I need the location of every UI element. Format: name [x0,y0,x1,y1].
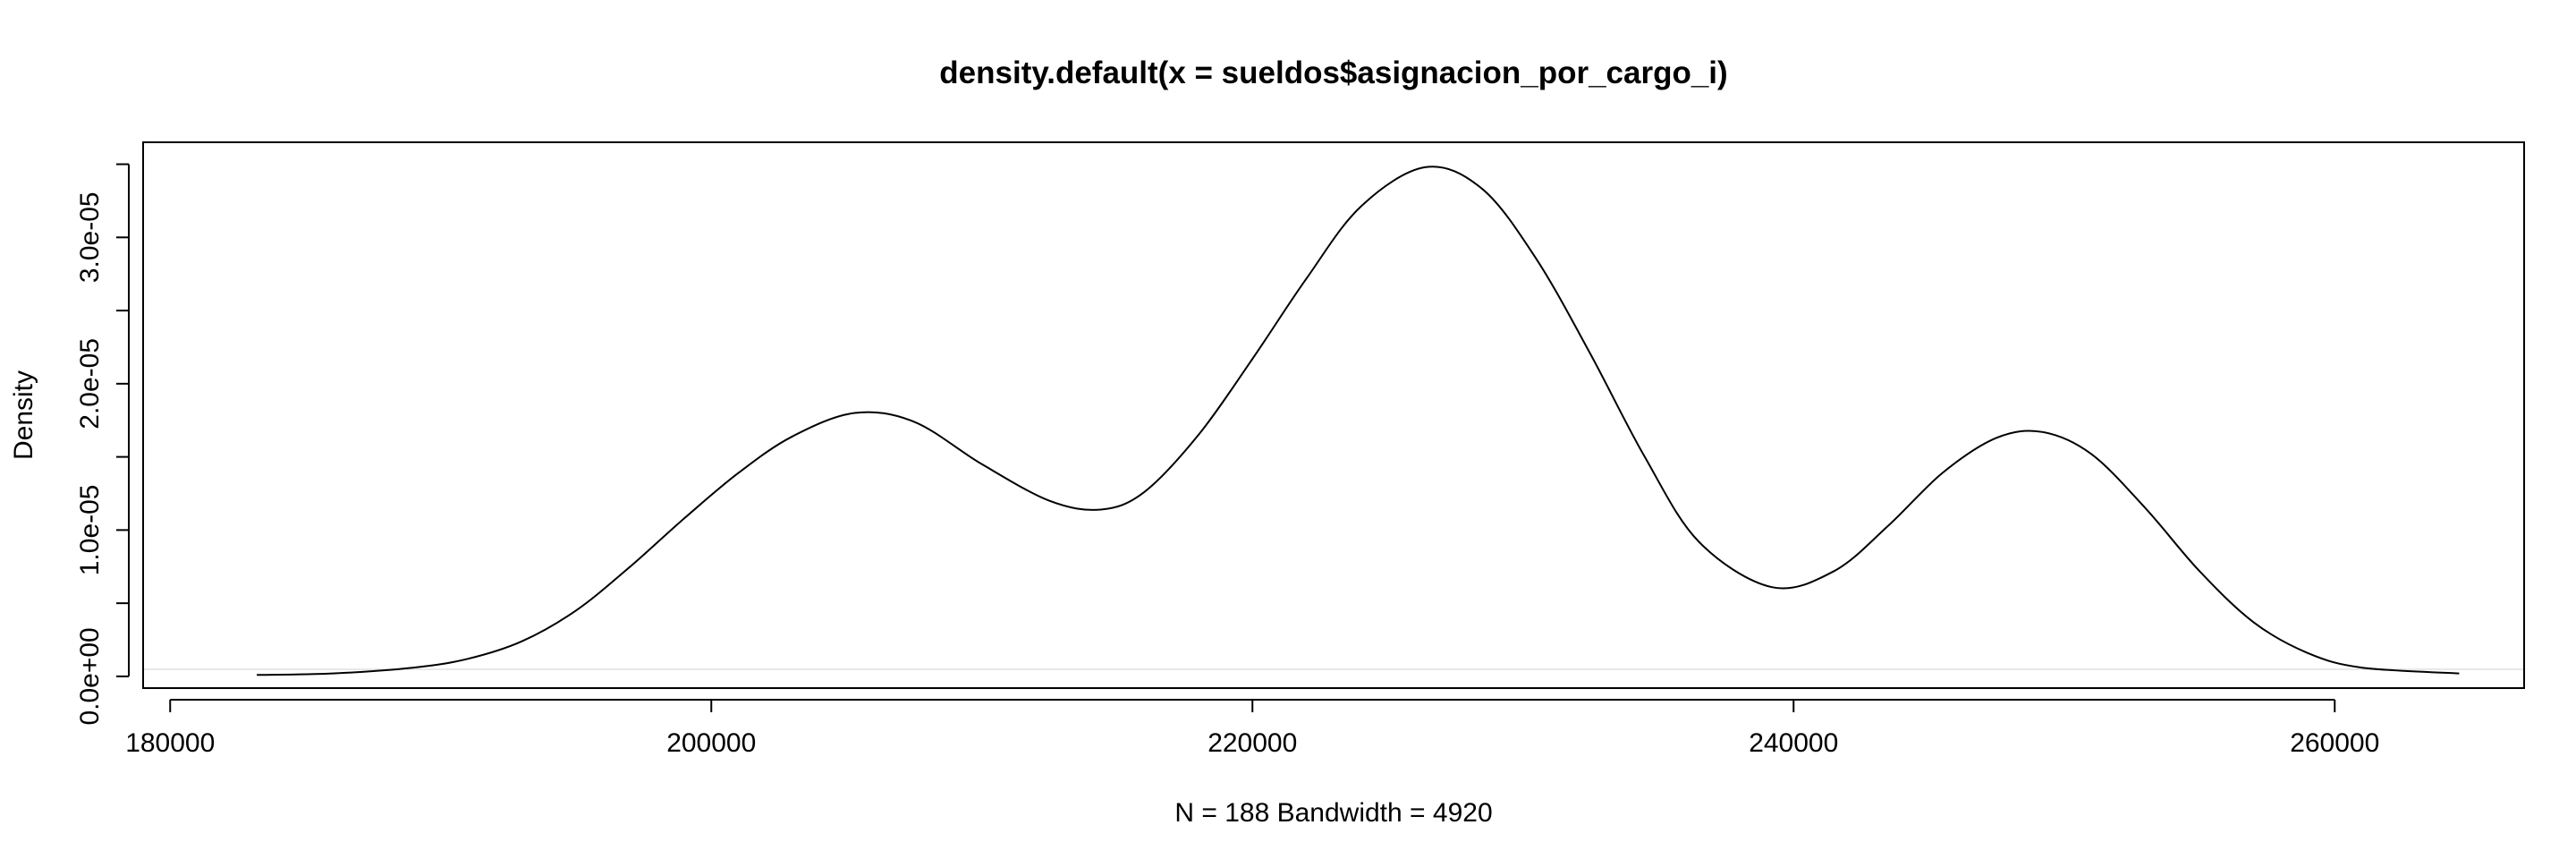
y-tick-label: 0.0e+00 [75,627,105,725]
y-tick-label: 1.0e-05 [75,485,105,576]
x-tick-label: 260000 [2290,728,2379,758]
y-axis-label: Density [9,370,38,460]
density-curve [257,166,2460,676]
x-axis-label: N = 188 Bandwidth = 4920 [1174,798,1492,828]
x-tick-label: 200000 [666,728,756,758]
plot-frame [142,141,2525,689]
x-tick-label: 220000 [1208,728,1297,758]
x-axis: 180000 200000 220000 240000 260000 [125,699,2379,758]
x-tick-label: 240000 [1749,728,1838,758]
chart-title: density.default(x = sueldos$asignacion_p… [939,55,1727,90]
y-tick-label: 2.0e-05 [75,338,105,430]
y-tick-label: 3.0e-05 [75,191,105,283]
y-axis: 0.0e+00 1.0e-05 2.0e-05 3.0e-05 [75,163,130,726]
x-tick-label: 180000 [125,728,215,758]
